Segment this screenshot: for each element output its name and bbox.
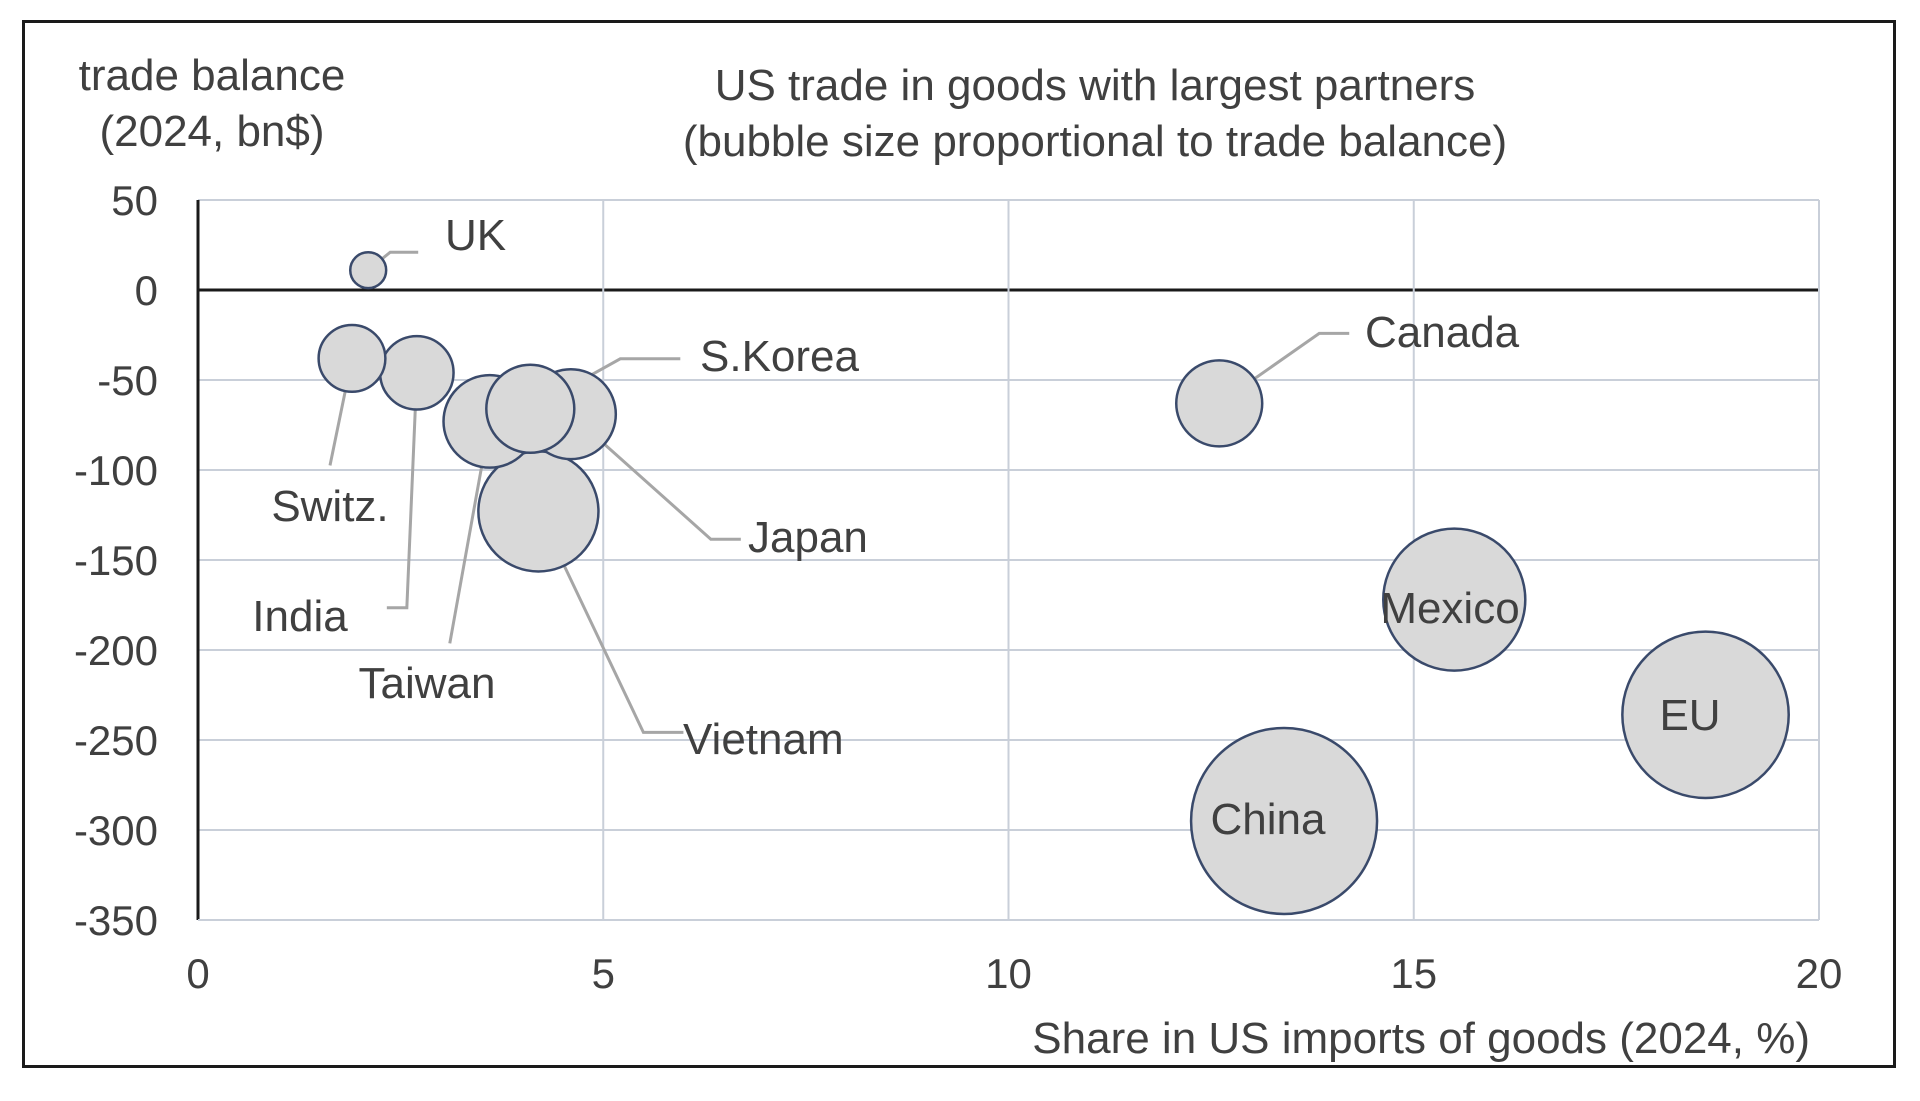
chart-title: US trade in goods with largest partners xyxy=(715,61,1476,110)
x-tick-label: 15 xyxy=(1390,950,1437,997)
tick-labels: 50 0 -50 -100 -150 -200 -250 -300 -350 0 5 10 15 20 xyxy=(74,177,1842,997)
y-tick-label: -250 xyxy=(74,717,158,764)
bubble-china xyxy=(1189,726,1379,916)
bubble-label: China xyxy=(1211,795,1326,844)
bubbles xyxy=(317,250,1790,916)
grid-layer xyxy=(196,199,1820,921)
bubble-label: EU xyxy=(1659,691,1720,740)
leader-line xyxy=(386,372,419,610)
bubble-label: India xyxy=(252,592,348,641)
y-axis-title-line2: (2024, bn$) xyxy=(99,107,324,156)
bubble-india xyxy=(378,334,455,411)
bubble-eu xyxy=(1621,630,1790,800)
x-tick-label: 10 xyxy=(985,950,1032,997)
x-tick-label: 0 xyxy=(186,950,209,997)
bubble-mexico xyxy=(1382,527,1527,672)
y-tick-label: -100 xyxy=(74,447,158,494)
x-axis-title: Share in US imports of goods (2024, %) xyxy=(1032,1014,1810,1063)
bubble-uk xyxy=(348,250,388,290)
y-tick-label: -150 xyxy=(74,537,158,584)
y-tick-label: -350 xyxy=(74,897,158,944)
leader-line xyxy=(537,510,684,734)
y-tick-label: 0 xyxy=(135,267,158,314)
bubble-vietnam xyxy=(477,450,600,573)
leader-line xyxy=(569,413,741,541)
chart-subtitle: (bubble size proportional to trade balan… xyxy=(683,117,1507,166)
bubble-canada xyxy=(1175,359,1264,448)
bubble-label: Switz. xyxy=(271,482,388,531)
y-tick-label: 50 xyxy=(111,177,158,224)
x-tick-label: 20 xyxy=(1796,950,1843,997)
bubble-label: Taiwan xyxy=(359,659,496,708)
bubble-label: Japan xyxy=(748,513,868,562)
bubble-label: Canada xyxy=(1365,308,1520,357)
y-tick-label: -300 xyxy=(74,807,158,854)
bubble-skorea xyxy=(485,363,576,455)
bubble-label: Mexico xyxy=(1380,584,1519,633)
y-tick-label: -200 xyxy=(74,627,158,674)
chart-frame xyxy=(22,20,1896,1068)
x-tick-label: 5 xyxy=(592,950,615,997)
bubble-label: S.Korea xyxy=(700,332,860,381)
bubble-switz xyxy=(317,323,387,394)
y-axis-title-line1: trade balance xyxy=(79,51,346,100)
y-tick-label: -50 xyxy=(97,357,158,404)
bubble-label: UK xyxy=(445,211,506,260)
bubble-label: Vietnam xyxy=(683,715,844,764)
